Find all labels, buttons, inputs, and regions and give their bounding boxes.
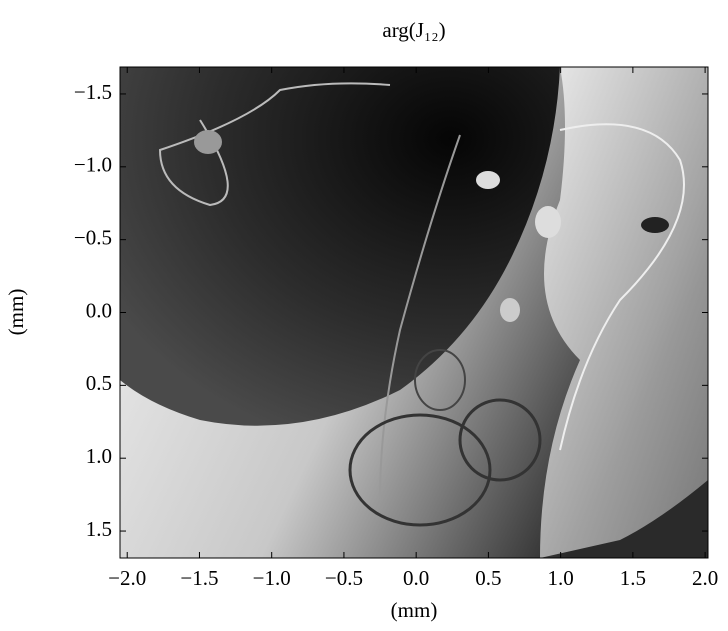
x-tick-label: −1.0 bbox=[253, 566, 291, 590]
y-tick-label: −0.5 bbox=[74, 225, 112, 249]
x-tick-label: 1.5 bbox=[620, 566, 646, 590]
x-tick-label: −0.5 bbox=[325, 566, 363, 590]
x-tick-label: −1.5 bbox=[180, 566, 218, 590]
y-tick-label: 0.0 bbox=[86, 298, 112, 322]
y-tick-label: 0.5 bbox=[86, 371, 112, 395]
y-tick-label: 1.5 bbox=[86, 517, 112, 541]
x-tick-label: 2.0 bbox=[692, 566, 718, 590]
y-axis-label: (mm) bbox=[4, 289, 28, 336]
x-tick-label: 0.5 bbox=[475, 566, 501, 590]
image bbox=[120, 67, 708, 558]
y-tick-label: 1.0 bbox=[86, 444, 112, 468]
x-tick-label: 0.0 bbox=[403, 566, 429, 590]
x-tick-label: −2.0 bbox=[108, 566, 146, 590]
y-tick-label: −1.5 bbox=[74, 80, 112, 104]
x-tick-label: 1.0 bbox=[548, 566, 574, 590]
chart-title: arg(J₁₂) bbox=[382, 18, 445, 42]
x-axis-label: (mm) bbox=[391, 598, 438, 622]
y-tick-label: −1.0 bbox=[74, 153, 112, 177]
